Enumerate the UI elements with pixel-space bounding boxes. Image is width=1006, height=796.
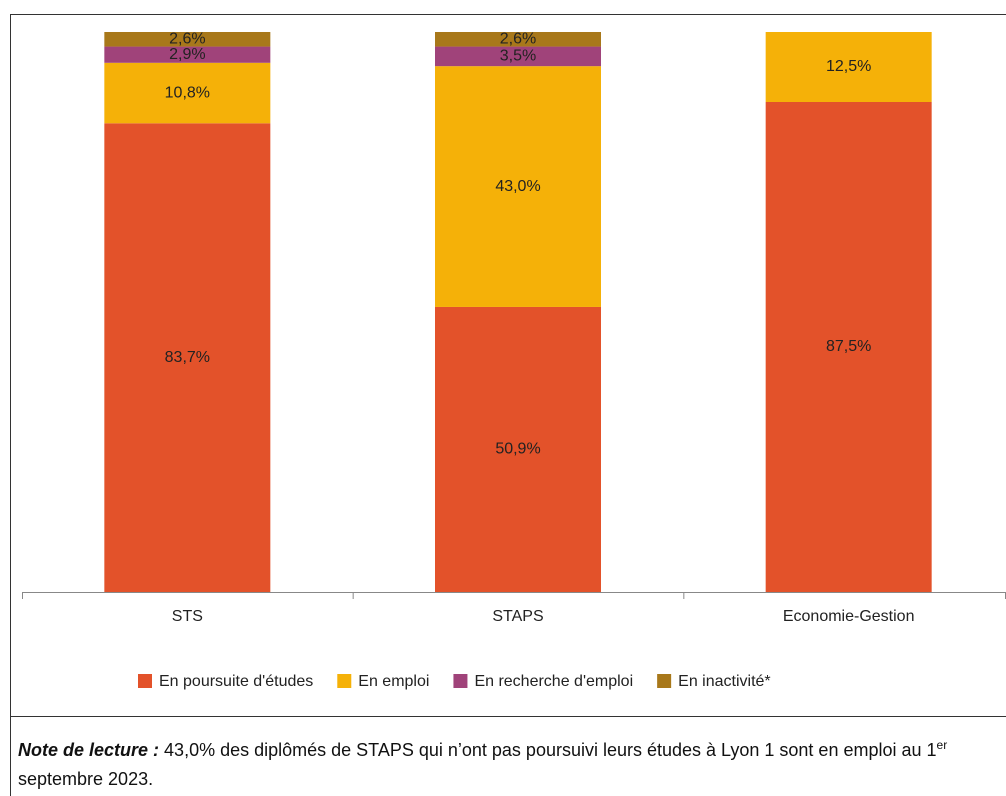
legend-label: En inactivité* xyxy=(678,673,771,690)
legend-swatch xyxy=(453,674,468,688)
legend-label: En recherche d'emploi xyxy=(474,673,633,690)
bar-segment xyxy=(765,102,932,592)
bar-segment xyxy=(435,32,601,47)
legend-label: En poursuite d'études xyxy=(159,673,313,690)
bar-segment xyxy=(435,306,601,592)
bar-segment xyxy=(765,32,932,102)
note-text: 43,0% des diplômés de STAPS qui n’ont pa… xyxy=(164,740,937,760)
x-tick-label: STS xyxy=(172,608,203,625)
value-label: 50,9% xyxy=(495,441,540,458)
legend-swatch xyxy=(337,674,352,688)
value-label: 12,5% xyxy=(826,58,871,75)
value-label: 2,6% xyxy=(169,30,205,47)
note: Note de lecture : 43,0% des diplômés de … xyxy=(18,731,998,794)
bar-segment xyxy=(435,66,601,307)
value-label: 2,9% xyxy=(169,46,205,63)
note-frame xyxy=(10,716,1006,796)
bar-segment xyxy=(104,46,271,63)
note-text-end: septembre 2023. xyxy=(18,769,154,789)
legend-label: En emploi xyxy=(358,673,429,690)
value-label: 10,8% xyxy=(165,84,210,101)
x-tick-label: STAPS xyxy=(492,608,543,625)
value-label: 83,7% xyxy=(165,349,210,366)
bar-segment xyxy=(104,62,271,124)
bar-segment xyxy=(104,32,271,47)
bar-segment xyxy=(435,46,601,67)
legend-swatch xyxy=(138,674,152,688)
value-label: 2,6% xyxy=(500,30,536,47)
note-label: Note de lecture : xyxy=(18,740,160,760)
value-label: 3,5% xyxy=(500,48,536,65)
x-tick-label: Economie-Gestion xyxy=(783,608,915,625)
legend-swatch xyxy=(657,674,672,688)
value-label: 43,0% xyxy=(495,178,540,195)
bar-segment xyxy=(104,123,271,592)
note-sup: er xyxy=(936,738,948,752)
value-label: 87,5% xyxy=(826,338,871,355)
